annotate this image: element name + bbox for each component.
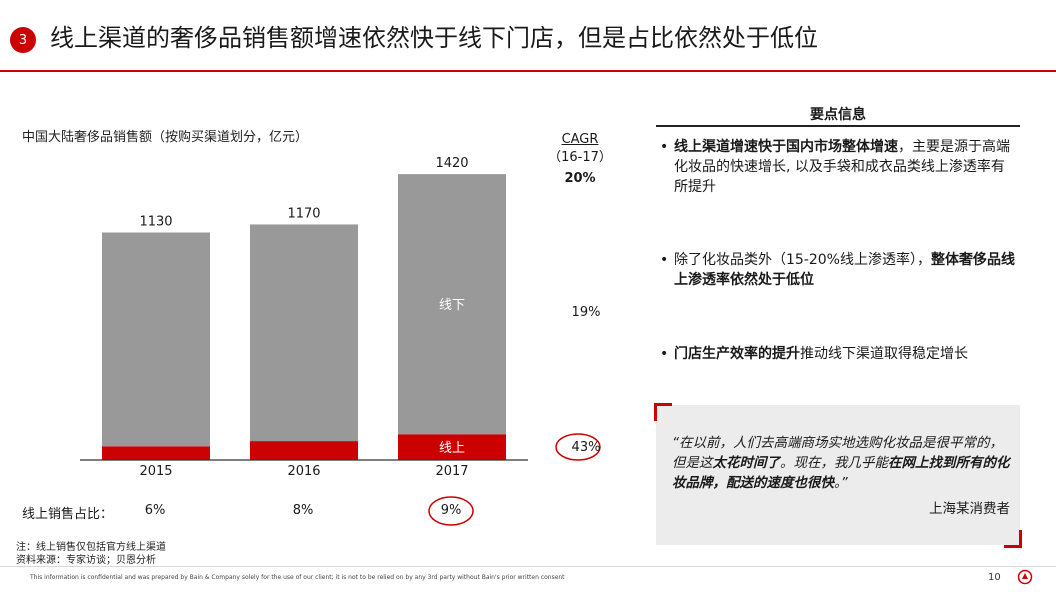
footer-divider	[0, 566, 1056, 567]
cagr-header: CAGR （16-17）	[540, 131, 620, 167]
total-label-2016: 1170	[287, 206, 320, 221]
quote-author: 上海某消费者	[929, 501, 1010, 517]
title-divider	[0, 70, 1056, 72]
key-points-divider	[656, 125, 1020, 127]
cagr-online-value: 43%	[571, 440, 601, 455]
page-number: 10	[988, 572, 1001, 583]
quote-box	[656, 405, 1020, 545]
quote-bold-1: 太花时间了	[712, 455, 781, 471]
consumer-quote: “在以前，人们去高端商场实地选购化妆品是很平常的，但是这太花时间了。现在，我几乎…	[672, 433, 1012, 493]
online-share-2017: 9%	[440, 503, 462, 518]
total-label-2015: 1130	[139, 214, 172, 229]
quote-part-1: “在以前，人们去高端商场实地选购化妆品是很平常的，但是这	[672, 435, 1003, 471]
highlight-circle-share-2017	[428, 496, 474, 526]
key-point-1-bold: 线上渠道增速快于国内市场整体增速	[674, 139, 898, 155]
online-share-2016: 8%	[292, 503, 314, 518]
key-point-2: 除了化妆品类外（15-20%线上渗透率），整体奢侈品线上渗透率依然处于低位	[660, 250, 1018, 290]
confidentiality-disclaimer: This information is confidential and was…	[30, 574, 565, 581]
slide-number-badge: 3	[10, 27, 36, 53]
key-point-1: 线上渠道增速快于国内市场整体增速，主要是源于高端化妆品的快速增长, 以及手袋和成…	[660, 137, 1018, 197]
bar-offline-2017	[398, 174, 506, 435]
quote-part-3: 。”	[834, 475, 848, 491]
online-share-label: 线上销售占比：	[22, 507, 114, 522]
chart-note: 注：线上销售仅包括官方线上渠道	[16, 542, 166, 553]
category-label-2016: 2016	[287, 464, 320, 479]
bar-offline-2016	[250, 224, 358, 442]
quote-corner-top-left	[654, 403, 672, 421]
bar-online-2016	[250, 441, 358, 460]
total-label-2017: 1420	[435, 156, 468, 171]
chart-source: 资料来源：专家访谈；贝恩分析	[16, 555, 156, 566]
quote-bold-2: 在网上找到所有的化妆品牌，配送的速度也很快	[672, 455, 1010, 491]
cagr-period: （16-17）	[548, 150, 612, 165]
category-label-2017: 2017	[435, 464, 468, 479]
key-point-3-bold: 门店生产效率的提升	[674, 346, 800, 362]
key-point-3: 门店生产效率的提升推动线下渠道取得稳定增长	[660, 344, 1018, 364]
cagr-title: CAGR	[561, 132, 599, 147]
bar-offline-2015	[102, 232, 210, 447]
key-point-1-text: ，主要是源于高端化妆品的快速增长, 以及手袋和成衣品类线上渗透率有所提升	[674, 139, 1010, 195]
online-share-2015: 6%	[144, 503, 166, 518]
quote-corner-bottom-right	[1004, 530, 1022, 548]
slide-title: 线上渠道的奢侈品销售额增速依然快于线下门店，但是占比依然处于低位	[50, 24, 818, 52]
key-point-3-text: 推动线下渠道取得稳定增长	[800, 346, 968, 362]
key-point-2-bold: 整体奢侈品线上渗透率依然处于低位	[674, 252, 1015, 288]
key-point-2-text: 除了化妆品类外（15-20%线上渗透率），	[674, 252, 931, 268]
key-points-heading: 要点信息	[810, 107, 866, 123]
category-label-2015: 2015	[139, 464, 172, 479]
series-label-offline: 线下	[439, 298, 465, 313]
cagr-total-value: 20%	[564, 171, 596, 186]
bain-logo-icon	[1017, 569, 1033, 585]
bar-online-2017	[398, 434, 506, 460]
bar-online-2015	[102, 446, 210, 460]
chart-subtitle: 中国大陆奢侈品销售额（按购买渠道划分，亿元）	[22, 130, 309, 145]
highlight-circle-cagr-online	[555, 433, 601, 461]
quote-part-2: 。现在，我几乎能	[780, 455, 888, 471]
cagr-offline-value: 19%	[571, 305, 601, 320]
series-label-online: 线上	[439, 441, 465, 456]
